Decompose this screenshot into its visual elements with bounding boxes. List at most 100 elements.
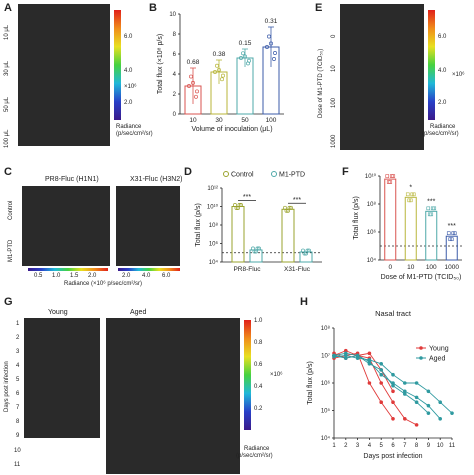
panel-g-day-label: 4 xyxy=(16,363,20,369)
significance-label: *** xyxy=(243,194,251,201)
panel-e-row-label: 10 xyxy=(331,65,337,72)
panel-g-scale-tick: 0.8 xyxy=(254,340,263,346)
panel-g-ylabel: Days post infection xyxy=(4,361,10,412)
data-point xyxy=(255,246,260,251)
data-point xyxy=(405,192,410,197)
bar xyxy=(404,196,417,261)
panel-b-label: B xyxy=(149,2,157,14)
y-axis-label: Total flux (×10⁸ p/s) xyxy=(157,34,164,94)
panel-a-colorbar xyxy=(114,10,121,120)
bar xyxy=(384,178,397,261)
y-tick-label: 8 xyxy=(173,32,177,38)
panel-g-day-label: 3 xyxy=(16,349,20,355)
y-tick-label: 10¹⁰ xyxy=(207,204,219,211)
x-tick-label: 11 xyxy=(449,443,456,449)
data-point xyxy=(430,206,435,211)
x-tick-label: 30 xyxy=(215,117,223,124)
data-point xyxy=(379,381,383,385)
panel-g-scale-tick: 0.4 xyxy=(254,384,263,390)
data-point xyxy=(367,361,372,366)
data-point xyxy=(305,248,310,253)
legend-marker xyxy=(271,171,277,177)
data-point xyxy=(403,381,407,385)
panel-e-ylabel: Dose of M1-PTD (TCID₅₀) xyxy=(318,48,324,118)
y-tick-label: 10¹² xyxy=(207,186,218,192)
panel-g-day-label: 10 xyxy=(14,448,21,454)
x-tick-label: 9 xyxy=(427,443,431,449)
panel-e-scale-tick: 4.0 xyxy=(438,68,447,74)
panel-g-scale-tick: 0.6 xyxy=(254,362,263,368)
panel-a-row-label: 100 μL xyxy=(4,129,10,148)
panel-f-chart: 10⁴ 10⁶ 10⁸ 10¹⁰ 0 * 10 *** 100 *** 1000 Dose of M1… xyxy=(353,173,462,281)
data-point xyxy=(286,208,290,213)
y-axis-label: Total flux (p/s) xyxy=(353,196,360,240)
panel-a-scale-tick: 6.0 xyxy=(124,34,133,40)
data-point xyxy=(367,381,372,385)
data-point xyxy=(414,423,419,427)
data-point xyxy=(187,84,191,88)
x-tick-label: 10 xyxy=(437,443,444,449)
panel-g-day-label: 8 xyxy=(16,419,20,425)
data-point xyxy=(414,400,419,405)
data-point xyxy=(407,198,412,203)
significance-label: *** xyxy=(448,223,456,230)
x-tick-label: 100 xyxy=(266,117,277,124)
data-point xyxy=(427,212,432,217)
data-point xyxy=(446,231,451,236)
panel-g-label: G xyxy=(4,296,13,308)
panel-a-row-label: 50 μL xyxy=(4,96,10,112)
data-point xyxy=(189,74,193,79)
panel-a-scale-tick: 2.0 xyxy=(124,100,133,106)
data-point xyxy=(355,353,360,358)
data-point xyxy=(283,205,287,210)
panel-a-label: A xyxy=(4,2,12,14)
panel-g-col-title: Aged xyxy=(130,309,147,316)
data-point xyxy=(448,237,453,242)
data-point xyxy=(237,203,242,207)
y-tick-label: 10⁸ xyxy=(367,201,377,208)
data-point xyxy=(367,351,372,356)
data-point xyxy=(220,77,224,82)
panel-g-day-label: 11 xyxy=(14,462,21,468)
x-tick-label: 3 xyxy=(356,443,360,449)
x-tick-label: 6 xyxy=(391,443,395,449)
y-tick-label: 6 xyxy=(173,52,177,58)
panel-a-scale-label: Radiance xyxy=(116,124,142,130)
data-point xyxy=(344,351,348,356)
y-tick-label: 10⁷ xyxy=(321,353,330,360)
bar xyxy=(445,235,458,261)
data-point xyxy=(403,392,407,396)
data-point xyxy=(265,45,269,49)
panel-b-chart: 0 2 4 6 8 10 0.68 10 0.38 30 0.15 50 0.31 100 Volume o… xyxy=(157,12,284,133)
panel-c-x31-image xyxy=(116,186,180,266)
panel-g-scale-tick: 1.0 xyxy=(254,318,263,324)
data-point xyxy=(234,206,239,210)
panel-c-bar-tick: 0.5 xyxy=(34,273,43,279)
panel-g-day-label: 2 xyxy=(16,335,20,341)
panel-d-chart: 10⁴ 10⁶ 10⁸ 10¹⁰ 10¹² Control M1-PTD *** PR8-Flu… xyxy=(195,171,322,273)
data-point xyxy=(426,411,431,415)
y-tick-label: 2 xyxy=(173,92,177,98)
data-point xyxy=(426,389,431,394)
panel-g-scale-label: Radiance xyxy=(244,446,270,452)
x-tick-label: 0 xyxy=(388,264,392,271)
y-axis-label: Total flux (p/s) xyxy=(307,361,314,405)
chart-title: Nasal tract xyxy=(375,309,412,318)
legend-label: Young xyxy=(429,346,449,353)
panel-c-bar-tick: 1.0 xyxy=(52,273,61,279)
panel-e-scale-label: Radiance xyxy=(430,124,456,130)
y-tick-label: 4 xyxy=(173,72,177,78)
panel-c-bar-tick: 6.0 xyxy=(162,273,171,279)
data-point xyxy=(450,411,454,415)
panel-g-scale-tick: 0.2 xyxy=(254,406,263,412)
panel-f-label: F xyxy=(342,166,349,178)
series-line xyxy=(333,352,394,420)
x-tick-label: 100 xyxy=(426,264,437,271)
y-tick-label: 10⁶ xyxy=(367,229,377,236)
panel-c-pr8-image xyxy=(22,186,110,266)
data-point xyxy=(389,174,394,178)
panel-a-scale-tick: 4.0 xyxy=(124,68,133,74)
legend-marker xyxy=(419,346,423,350)
data-point xyxy=(391,372,395,377)
data-point xyxy=(215,63,219,68)
